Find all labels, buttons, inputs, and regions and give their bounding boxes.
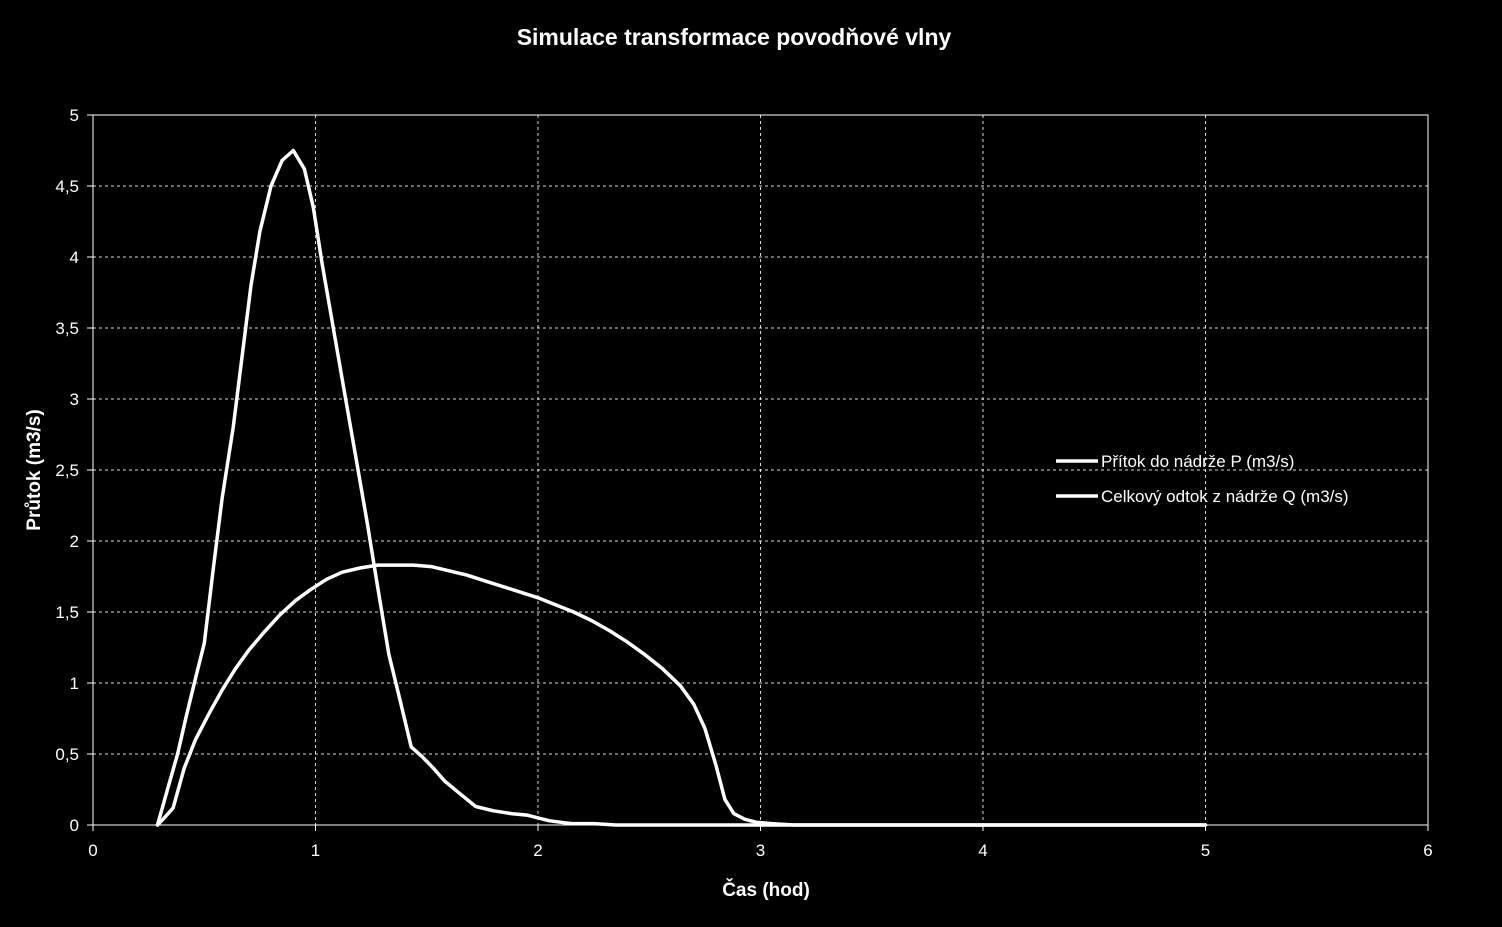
- y-tick-label: 0,5: [55, 745, 79, 764]
- series-line-2: [155, 563, 1208, 827]
- y-tick-label: 3: [70, 390, 79, 409]
- y-tick-label: 1,5: [55, 603, 79, 622]
- y-axis-label: Průtok (m3/s): [24, 409, 45, 530]
- series-lines: [155, 148, 1208, 827]
- x-axis-label: Čas (hod): [722, 879, 810, 901]
- legend: Přítok do nádrže P (m3/s) Celkový odtok z…: [1056, 452, 1349, 506]
- x-tick-label: 3: [756, 841, 765, 860]
- y-tick-label: 4,5: [55, 177, 79, 196]
- x-tick-label: 5: [1201, 841, 1210, 860]
- y-tick-label: 4: [70, 248, 79, 267]
- legend-label-2: Celkový odtok z nádrže Q (m3/s): [1101, 487, 1349, 506]
- y-tick-label: 3,5: [55, 319, 79, 338]
- y-tick-label: 2: [70, 532, 79, 551]
- x-tick-label: 0: [88, 841, 97, 860]
- x-tick-label: 4: [978, 841, 987, 860]
- legend-label-1: Přítok do nádrže P (m3/s): [1101, 452, 1294, 471]
- y-tick-label: 1: [70, 674, 79, 693]
- y-tick-label: 2,5: [55, 461, 79, 480]
- x-tick-label: 1: [311, 841, 320, 860]
- grid: [93, 115, 1428, 825]
- chart-title: Simulace transformace povodňové vlny: [517, 24, 952, 50]
- y-tick-label: 0: [70, 816, 79, 835]
- series-line-1: [155, 148, 1208, 827]
- x-tick-label: 6: [1423, 841, 1432, 860]
- x-tick-label: 2: [533, 841, 542, 860]
- tick-labels: 0 0,5 1 1,5 2 2,5 3 3,5 4 4,5 5 0 1 2 3 4 5 6: [55, 106, 1432, 860]
- axes: [87, 114, 1429, 831]
- y-tick-label: 5: [70, 106, 79, 125]
